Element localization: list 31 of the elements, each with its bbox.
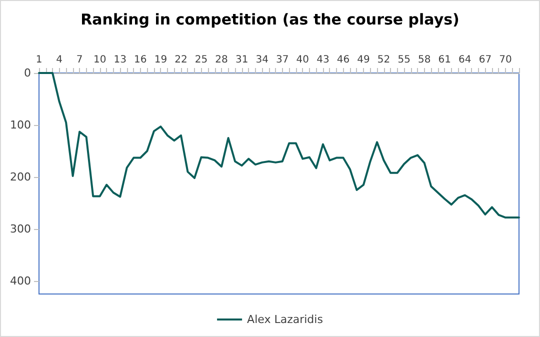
x-tick-label: 16	[134, 54, 147, 66]
x-tick-label: 1	[36, 54, 42, 66]
y-tick-label: 0	[24, 66, 31, 80]
x-tick-label: 55	[398, 54, 410, 66]
x-tick-label: 43	[316, 54, 330, 66]
x-tick-label: 31	[235, 54, 248, 66]
x-tick-label: 34	[256, 54, 268, 66]
x-tick-label: 13	[114, 54, 126, 66]
x-tick-label: 7	[76, 54, 83, 66]
x-tick-label: 22	[174, 54, 188, 66]
x-tick-label: 46	[336, 54, 350, 66]
chart-title: Ranking in competition (as the course plays)	[80, 10, 460, 28]
y-tick-label: 200	[10, 170, 31, 184]
x-tick-label: 19	[154, 54, 168, 66]
x-tick-label: 4	[56, 54, 62, 66]
y-tick-label: 300	[10, 222, 31, 236]
x-tick-label: 58	[418, 54, 431, 66]
x-tick-label: 70	[499, 54, 512, 66]
x-tick-label: 67	[478, 54, 492, 66]
x-tick-label: 10	[93, 54, 106, 66]
x-tick-label: 64	[458, 54, 472, 66]
x-tick-label: 61	[438, 54, 451, 66]
y-tick-label: 100	[10, 118, 31, 132]
x-tick-label: 49	[357, 54, 370, 66]
y-tick-label: 400	[10, 274, 31, 288]
x-tick-label: 28	[215, 54, 228, 66]
x-tick-label: 52	[377, 54, 390, 66]
x-tick-label: 25	[194, 54, 208, 66]
x-tick-label: 37	[276, 54, 289, 66]
x-tick-label: 40	[296, 54, 310, 66]
legend-label: Alex Lazaridis	[247, 313, 324, 326]
